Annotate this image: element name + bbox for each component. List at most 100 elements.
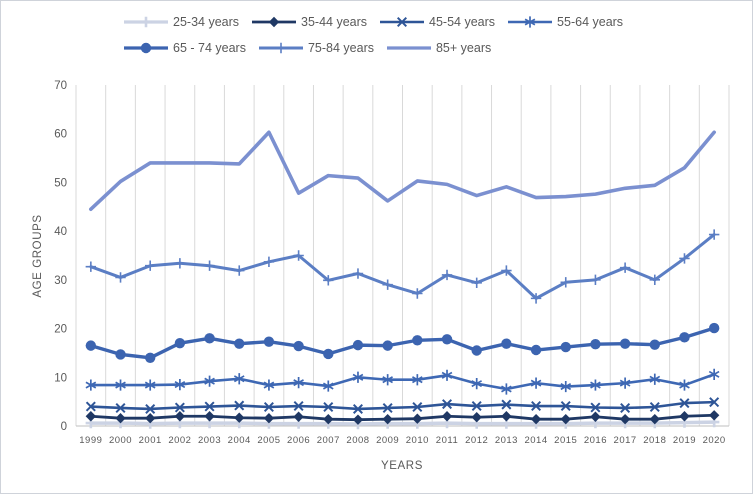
diamond-marker-icon [619,413,631,425]
circle-marker-icon [115,349,126,360]
plus-marker-icon [323,275,334,286]
legend-item-75-84-years[interactable]: 75-84 years [258,37,374,59]
star-marker-icon [204,375,215,387]
plus-marker-icon [619,262,631,273]
star-marker-icon [501,383,512,395]
legend-label: 55-64 years [557,15,624,29]
plus-marker-icon [263,256,275,268]
circle-marker-icon [441,334,453,345]
series-line[interactable] [89,420,716,426]
plus-marker-icon [441,269,453,281]
series-85-years[interactable] [89,130,716,212]
plus-marker-icon [85,261,97,272]
star-marker-icon [471,378,483,390]
series-line[interactable] [89,373,716,391]
legend-swatch-icon [380,16,425,28]
legend-item-65-74-years[interactable]: 65 - 74 years [123,37,246,59]
star-marker-icon [441,369,453,381]
x-axis-tick-label: 2003 [198,435,221,446]
star-marker-icon [524,16,536,28]
x-marker-icon [174,402,185,413]
x-axis-tick-label: 2008 [346,435,369,446]
diamond-marker-icon [115,413,126,424]
legend-label: 75-84 years [307,41,374,55]
circle-marker-icon [323,348,334,360]
gridlines [75,85,730,426]
circle-marker-icon [174,337,186,349]
x-axis-tick-label: 2012 [465,435,488,446]
legend-item-25-34-years[interactable]: 25-34 years [123,11,239,33]
x-marker-icon [501,399,512,410]
diamond-marker-icon [649,413,660,425]
plus-marker-icon [382,279,393,290]
legend-swatch-icon [124,16,168,28]
diamond-marker-icon [85,411,97,422]
y-axis-tick-label: 30 [54,275,67,287]
diamond-marker-icon [352,414,364,425]
legend-item-45-54-years[interactable]: 45-54 years [379,11,495,33]
y-axis-tick-labels: 0 10 20 30 40 50 60 70 [54,80,67,433]
plus-marker-icon [145,260,156,271]
circle-marker-icon [204,333,215,344]
series-75-84-years[interactable] [85,229,720,304]
circle-marker-icon [140,42,152,54]
legend-swatch-icon [508,16,553,28]
legend-label: 85+ years [435,41,492,55]
circle-marker-icon [471,345,482,356]
y-axis-title: AGE GROUPS [32,214,44,298]
legend-item-55-64-years[interactable]: 55-64 years [507,11,623,33]
plus-marker-icon [708,229,720,240]
diamond-marker-icon [234,412,245,423]
x-axis-tick-label: 2014 [524,435,547,446]
legend-item-35-44-years[interactable]: 35-44 years [251,11,367,33]
x-marker-icon [709,397,720,408]
plus-marker-icon [530,293,542,304]
diamond-marker-icon [679,411,690,422]
circle-marker-icon [708,322,720,334]
plus-marker-icon [174,258,186,269]
star-marker-icon [619,377,631,389]
x-axis-tick-label: 2019 [673,435,696,446]
series-45-54-years[interactable] [85,397,720,414]
circle-marker-icon [85,340,97,351]
x-axis-tick-label: 2009 [376,435,399,446]
diamond-marker-icon [530,413,542,425]
x-marker-icon [560,401,571,412]
star-marker-icon [263,379,275,391]
y-axis-tick-label: 70 [54,80,67,92]
circle-marker-icon [619,338,631,349]
series-line[interactable] [89,326,716,360]
plus-marker-icon [275,42,287,54]
x-axis-title: YEARS [381,460,423,472]
y-axis-tick-label: 60 [54,129,67,141]
legend-item-85-years[interactable]: 85+ years [386,37,491,59]
x-marker-icon [471,401,482,412]
x-marker-icon [649,401,660,413]
x-axis-tick-label: 2020 [703,435,726,446]
x-marker-icon [679,398,690,409]
series-55-64-years[interactable] [85,368,720,395]
series-35-44-years[interactable] [85,410,720,425]
legend-label: 25-34 years [173,15,240,29]
x-marker-icon [590,402,601,413]
series-25-34-years[interactable] [85,416,720,430]
legend-label: 65 - 74 years [173,41,246,55]
x-axis-tick-label: 2016 [584,435,607,446]
x-axis-tick-labels: 1999 2000 2001 2002 2003 2004 2005 2006 2007 2008… [79,435,725,446]
plus-marker-icon [649,274,660,286]
y-axis-tick-label: 50 [54,177,67,189]
y-axis-tick-label: 20 [54,324,67,336]
series-line[interactable] [89,233,716,300]
circle-marker-icon [412,335,423,346]
series-line[interactable] [89,130,716,212]
circle-marker-icon [649,339,660,350]
star-marker-icon [85,379,97,391]
series-line[interactable] [89,400,716,411]
star-marker-icon [352,371,364,383]
x-marker-icon [382,402,393,413]
diamond-marker-icon [268,16,280,28]
series-65-74-years[interactable] [85,322,720,363]
series-line[interactable] [89,413,716,422]
x-axis-tick-label: 2013 [495,435,518,446]
